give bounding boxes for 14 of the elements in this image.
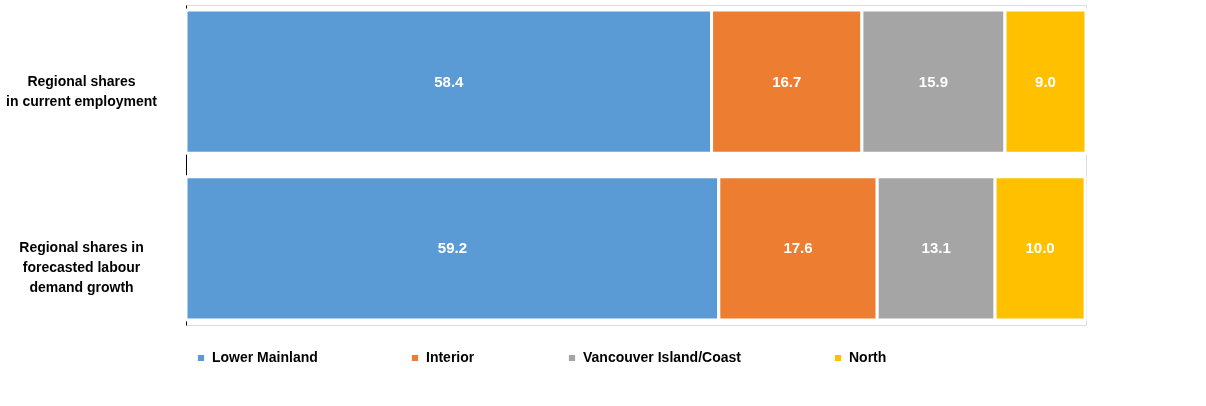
data-label: 16.7: [772, 72, 802, 90]
y-tick-label: Regional shares in current employment: [6, 72, 158, 109]
data-label: 13.1: [921, 239, 951, 257]
data-label: 10.0: [1025, 239, 1055, 257]
data-label: 15.9: [918, 72, 949, 90]
data-label: 9.0: [1035, 72, 1056, 90]
y-tick-label: Regional shares in forecasted labour demand growth: [19, 239, 144, 296]
data-label: 58.4: [434, 72, 465, 90]
legend-label: Lower Mainland: [212, 349, 318, 365]
data-label: 17.6: [783, 239, 813, 257]
legend-label: Interior: [426, 349, 475, 365]
legend-label: North: [849, 349, 887, 365]
data-label: 59.2: [437, 239, 467, 257]
legend-label: Vancouver Island/Coast: [583, 349, 742, 365]
